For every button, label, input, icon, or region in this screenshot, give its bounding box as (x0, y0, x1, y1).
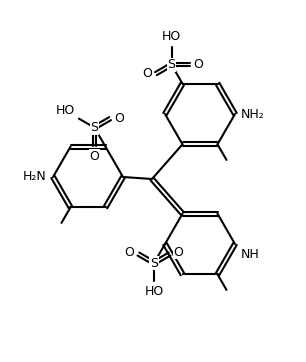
Text: S: S (167, 58, 176, 71)
Text: O: O (125, 245, 134, 258)
Text: O: O (114, 112, 124, 125)
Text: NH: NH (241, 248, 260, 261)
Text: O: O (174, 245, 184, 258)
Text: S: S (150, 257, 158, 270)
Text: HO: HO (144, 285, 164, 298)
Text: O: O (193, 58, 203, 71)
Text: HO: HO (56, 104, 75, 117)
Text: O: O (90, 150, 99, 163)
Text: HO: HO (162, 30, 181, 43)
Text: O: O (142, 67, 152, 80)
Text: S: S (91, 121, 99, 134)
Text: NH₂: NH₂ (241, 108, 265, 121)
Text: H₂N: H₂N (23, 171, 47, 184)
